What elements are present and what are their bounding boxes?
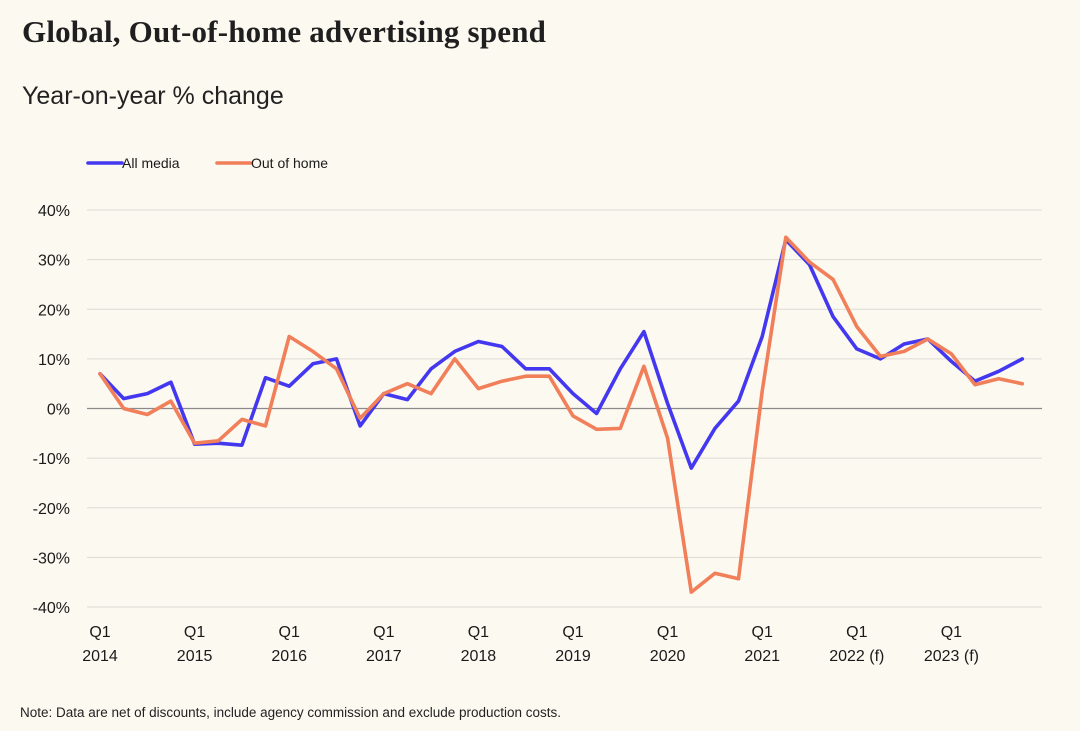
x-tick-year-label: 2015 xyxy=(177,648,213,665)
y-tick-label: -10% xyxy=(33,451,70,468)
y-tick-label: 0% xyxy=(47,402,70,419)
x-tick-year-label: 2014 xyxy=(82,648,118,665)
chart-subtitle: Year-on-year % change xyxy=(22,82,284,110)
x-tick-quarter-label: Q1 xyxy=(184,624,205,641)
x-tick-year-label: 2023 (f) xyxy=(924,648,979,665)
y-axis-ticks: 40% 30% 20% 10% 0% -10% -20% -30% -40% xyxy=(33,203,70,617)
x-tick-year-label: 2017 xyxy=(366,648,402,665)
grid xyxy=(87,209,1042,608)
x-tick-quarter-label: Q1 xyxy=(941,624,962,641)
x-tick-year-label: 2018 xyxy=(461,648,497,665)
legend-label: All media xyxy=(122,155,180,171)
x-tick-year-label: 2016 xyxy=(271,648,307,665)
y-tick-label: 40% xyxy=(38,203,70,220)
x-tick-quarter-label: Q1 xyxy=(89,624,110,641)
x-tick-quarter-label: Q1 xyxy=(279,624,300,641)
x-tick-year-label: 2021 xyxy=(744,648,780,665)
x-tick-quarter-label: Q1 xyxy=(657,624,678,641)
line-chart: All media Out of home 40% 30% 20% 10% 0% -10% -… xyxy=(33,155,1042,665)
x-tick-quarter-label: Q1 xyxy=(562,624,583,641)
legend-label: Out of home xyxy=(251,155,328,171)
series-line-out-of-home xyxy=(98,235,1025,594)
y-tick-label: 10% xyxy=(38,352,70,369)
legend: All media Out of home xyxy=(86,155,328,171)
y-tick-label: -40% xyxy=(33,600,70,617)
chart-title: Global, Out-of-home advertising spend xyxy=(22,14,547,49)
x-tick-year-label: 2019 xyxy=(555,648,591,665)
x-tick-quarter-label: Q1 xyxy=(752,624,773,641)
x-tick-quarter-label: Q1 xyxy=(468,624,489,641)
y-tick-label: -30% xyxy=(33,550,70,567)
x-tick-quarter-label: Q1 xyxy=(373,624,394,641)
y-tick-label: 20% xyxy=(38,302,70,319)
series-lines xyxy=(98,235,1025,594)
series-line-all-media xyxy=(98,238,1025,470)
x-tick-year-label: 2022 (f) xyxy=(829,648,884,665)
y-tick-label: -20% xyxy=(33,501,70,518)
x-tick-quarter-label: Q1 xyxy=(846,624,867,641)
y-tick-label: 30% xyxy=(38,253,70,270)
chart-note: Note: Data are net of discounts, include… xyxy=(20,705,562,720)
x-axis-ticks: Q1 2014 Q1 2015 Q1 2016 Q1 2017 Q1 2018 Q1 2019 Q1 20… xyxy=(82,624,979,665)
x-tick-year-label: 2020 xyxy=(650,648,686,665)
